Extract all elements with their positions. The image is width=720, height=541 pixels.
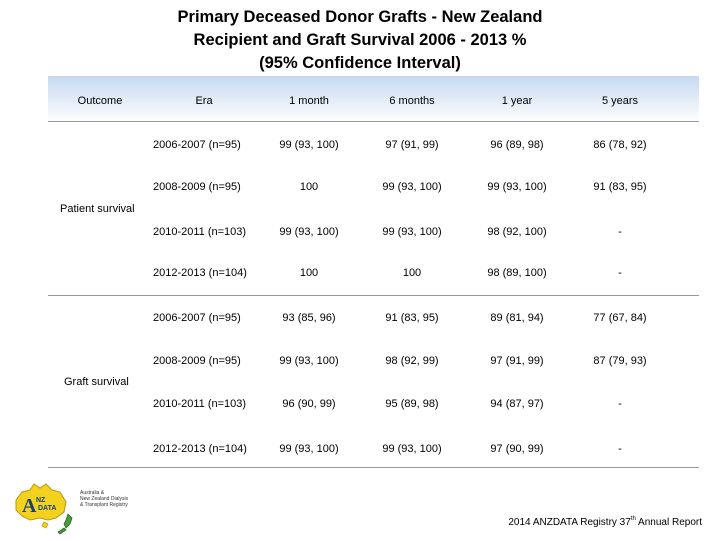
- cell-era: 2006-2007 (n=95): [153, 312, 241, 324]
- cell-6-months: 95 (89, 98): [385, 398, 439, 410]
- cell-era: 2010-2011 (n=103): [153, 226, 247, 238]
- header-era: Era: [195, 95, 213, 107]
- header-1-month: 1 month: [289, 95, 329, 107]
- group-label-patient-survival: Patient survival: [60, 203, 135, 215]
- title-line-2: Recipient and Graft Survival 2006 - 2013…: [193, 31, 527, 49]
- cell-6-months: 99 (93, 100): [382, 443, 442, 455]
- cell-1-year: 98 (89, 100): [487, 267, 547, 279]
- cell-6-months: 97 (91, 99): [385, 139, 439, 151]
- title-line-1: Primary Deceased Donor Grafts - New Zeal…: [177, 8, 543, 26]
- cell-5-years: -: [618, 267, 622, 279]
- cell-5-years: 86 (78, 92): [593, 139, 647, 151]
- cell-5-years: 87 (79, 93): [593, 355, 647, 367]
- footer-sup: th: [630, 516, 636, 522]
- table-divider-middle: [48, 295, 699, 296]
- cell-6-months: 98 (92, 99): [385, 355, 439, 367]
- footer-citation: 2014 ANZDATA Registry 37th Annual Report: [508, 516, 702, 528]
- logo-caption-line-2: New Zealand Dialysis: [80, 496, 129, 502]
- cell-5-years: -: [618, 443, 622, 455]
- cell-1-year: 89 (81, 94): [490, 312, 544, 324]
- header-outcome: Outcome: [77, 95, 123, 107]
- cell-1-year: 96 (89, 98): [490, 139, 544, 151]
- cell-1-month: 100: [299, 267, 319, 279]
- logo-caption-line-1: Australia &: [80, 490, 105, 496]
- cell-1-year: 94 (87, 97): [490, 398, 544, 410]
- cell-5-years: -: [618, 226, 622, 238]
- cell-1-year: 97 (90, 99): [490, 443, 544, 455]
- footer-prefix: 2014 ANZDATA Registry 37: [508, 517, 631, 528]
- svg-text:NZ: NZ: [36, 497, 46, 504]
- logo-caption: Australia & New Zealand Dialysis & Trans…: [80, 490, 128, 508]
- cell-6-months: 99 (93, 100): [382, 181, 442, 193]
- cell-era: 2006-2007 (n=95): [153, 139, 241, 151]
- svg-text:DATA: DATA: [38, 505, 56, 512]
- cell-5-years: 91 (83, 95): [593, 181, 647, 193]
- header-1-year: 1 year: [501, 95, 533, 107]
- cell-1-year: 98 (92, 100): [487, 226, 547, 238]
- cell-1-month: 93 (85, 96): [282, 312, 336, 324]
- cell-1-month: 100: [299, 181, 319, 193]
- cell-1-month: 96 (90, 99): [282, 398, 336, 410]
- cell-era: 2008-2009 (n=95): [153, 355, 241, 367]
- anzdata-logo: A NZ DATA: [8, 478, 78, 536]
- header-5-years: 5 years: [601, 95, 639, 107]
- group-label-graft-survival: Graft survival: [64, 376, 129, 388]
- cell-era: 2008-2009 (n=95): [153, 181, 241, 193]
- cell-5-years: 77 (67, 84): [593, 312, 647, 324]
- cell-6-months: 100: [402, 267, 422, 279]
- cell-6-months: 99 (93, 100): [382, 226, 442, 238]
- footer-suffix: Annual Report: [635, 517, 702, 528]
- table-header-band: [48, 76, 699, 122]
- logo-caption-line-3: & Transplant Registry: [80, 502, 128, 508]
- cell-5-years: -: [618, 398, 622, 410]
- cell-era: 2010-2011 (n=103): [153, 398, 247, 410]
- cell-1-year: 99 (93, 100): [487, 181, 547, 193]
- cell-1-month: 99 (93, 100): [279, 226, 339, 238]
- anzdata-logo-icon: A NZ DATA: [15, 483, 73, 535]
- cell-1-month: 99 (93, 100): [279, 355, 339, 367]
- table-divider-top: [48, 121, 699, 122]
- cell-6-months: 91 (83, 95): [385, 312, 439, 324]
- cell-era: 2012-2013 (n=104): [153, 443, 247, 455]
- cell-era: 2012-2013 (n=104): [153, 267, 247, 279]
- table-divider-bottom: [48, 467, 699, 468]
- title-line-3: (95% Confidence Interval): [259, 54, 461, 72]
- cell-1-month: 99 (93, 100): [279, 139, 339, 151]
- cell-1-year: 97 (91, 99): [490, 355, 544, 367]
- cell-1-month: 99 (93, 100): [279, 443, 339, 455]
- header-6-months: 6 months: [389, 95, 435, 107]
- page-title: Primary Deceased Donor Grafts - New Zeal…: [0, 6, 720, 75]
- svg-text:A: A: [22, 495, 37, 517]
